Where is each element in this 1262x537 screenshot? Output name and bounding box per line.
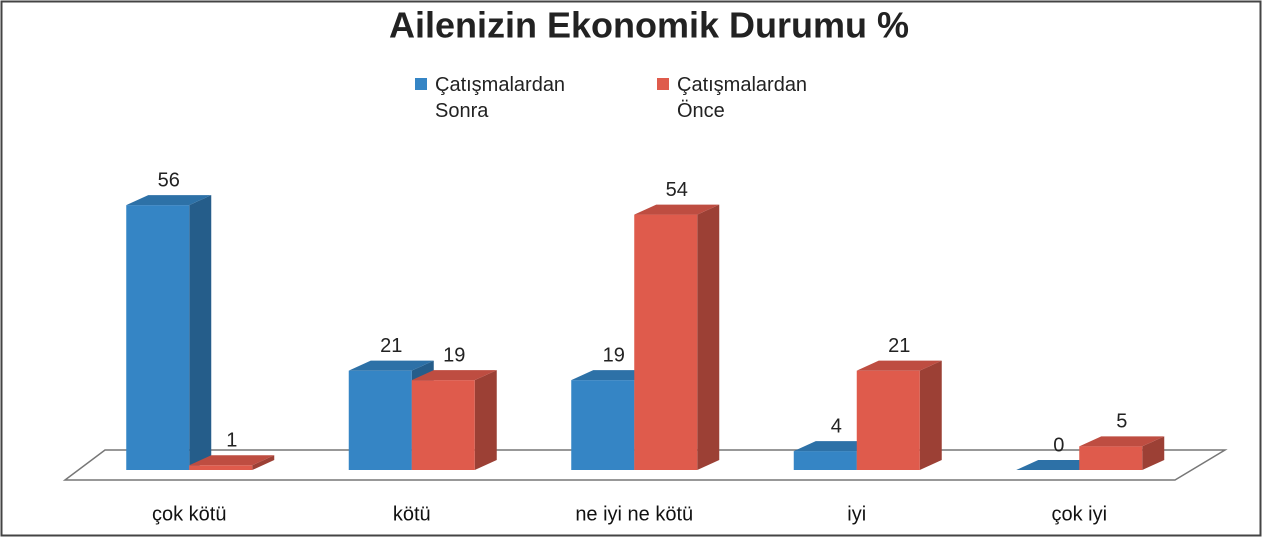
bar-side — [252, 455, 275, 470]
value-label: 19 — [443, 344, 465, 366]
bar-side — [697, 204, 720, 470]
value-label: 54 — [666, 179, 688, 201]
legend-label: Çatışmalardan Sonra — [435, 74, 566, 122]
x-tick-label: iyi — [847, 503, 866, 525]
bar-side — [189, 195, 212, 470]
bar-side — [919, 360, 942, 470]
value-label: 21 — [888, 335, 910, 357]
bar — [1079, 446, 1143, 470]
legend-item: Çatışmalardan Önce — [657, 72, 867, 124]
x-tick-label: çok kötü — [152, 503, 226, 525]
bar — [571, 380, 635, 470]
value-label: 21 — [380, 335, 402, 357]
chart-title: Ailenizin Ekonomik Durumu % — [389, 5, 909, 46]
bar-top — [634, 204, 720, 215]
bar — [348, 370, 412, 470]
bar — [126, 205, 190, 470]
bar-top — [411, 370, 497, 381]
value-label: 4 — [831, 415, 842, 437]
bar-top — [189, 455, 275, 466]
legend-label: Çatışmalardan Önce — [677, 74, 808, 122]
bar-side — [474, 370, 497, 470]
bar-top — [856, 360, 942, 371]
value-label: 56 — [158, 169, 180, 191]
legend-item: Çatışmalardan Sonra — [415, 72, 625, 124]
bar — [411, 380, 475, 470]
bar-side — [1142, 436, 1165, 470]
x-tick-label: kötü — [393, 503, 431, 525]
legend-swatch — [657, 78, 669, 90]
legend-swatch — [415, 78, 427, 90]
legend: Çatışmalardan Sonra Çatışmalardan Önce — [415, 72, 867, 124]
value-label: 1 — [226, 430, 237, 452]
bar-top — [1079, 436, 1165, 447]
bar — [856, 370, 920, 470]
value-label: 0 — [1053, 434, 1064, 456]
bar — [793, 451, 857, 470]
bar — [189, 465, 253, 470]
bar — [634, 214, 698, 470]
value-label: 19 — [603, 344, 625, 366]
value-label: 5 — [1116, 411, 1127, 433]
bar-top — [348, 360, 434, 371]
x-tick-label: çok iyi — [1051, 503, 1107, 525]
bar-top — [126, 195, 212, 206]
x-tick-label: ne iyi ne kötü — [575, 503, 693, 525]
